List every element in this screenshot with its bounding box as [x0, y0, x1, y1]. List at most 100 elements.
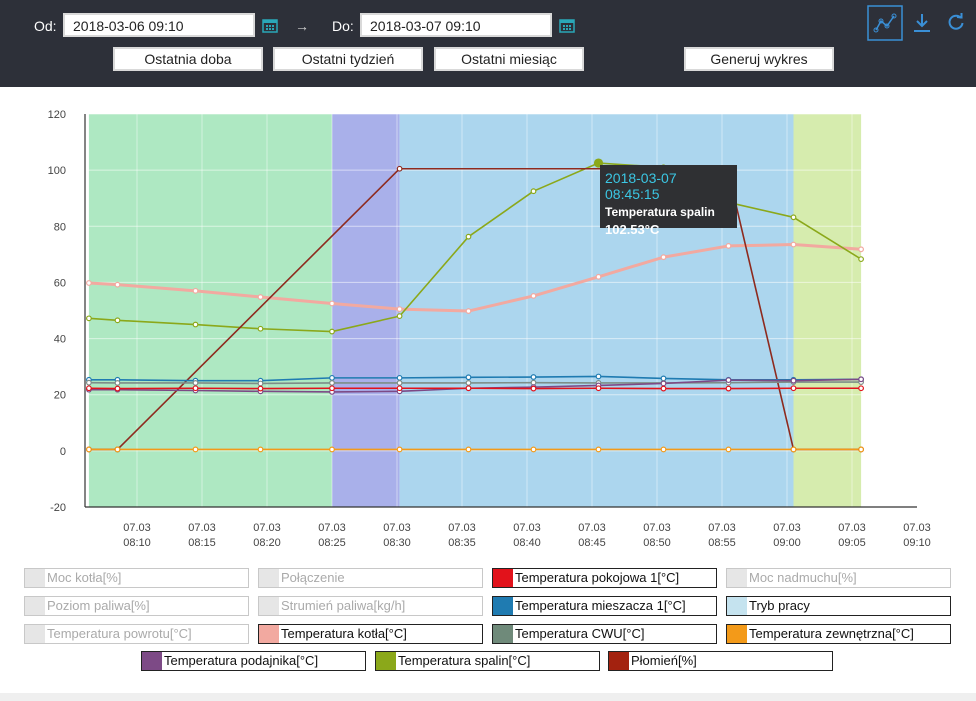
- series-point: [329, 328, 335, 335]
- legend-item[interactable]: Temperatura kotła[°C]: [258, 624, 483, 644]
- x-tick-label: 07.03: [903, 522, 931, 534]
- calendar-icon[interactable]: [262, 17, 278, 33]
- series-point: [790, 214, 797, 221]
- last-day-button[interactable]: Ostatnia doba: [113, 47, 263, 71]
- series-point: [465, 233, 472, 240]
- legend-label: Poziom paliwa[%]: [47, 598, 150, 613]
- y-tick-label: 80: [54, 221, 66, 233]
- legend-item[interactable]: Temperatura CWU[°C]: [492, 624, 717, 644]
- series-point: [257, 385, 264, 392]
- legend-item[interactable]: Temperatura pokojowa 1[°C]: [492, 568, 717, 588]
- refresh-icon[interactable]: [946, 12, 966, 32]
- last-month-button[interactable]: Ostatni miesiąc: [434, 47, 584, 71]
- series-point: [257, 325, 264, 332]
- footer-strip: [0, 693, 976, 701]
- series-point: [85, 379, 92, 386]
- legend-item[interactable]: Strumień paliwa[kg/h]: [258, 596, 483, 616]
- from-datetime-input[interactable]: 2018-03-06 09:10: [63, 13, 255, 37]
- legend-label: Temperatura powrotu[°C]: [47, 626, 192, 641]
- series-point: [465, 385, 472, 392]
- series-point: [85, 446, 92, 453]
- arrow-icon: →: [295, 18, 309, 34]
- mode-band: [793, 114, 862, 507]
- legend-label: Strumień paliwa[kg/h]: [281, 598, 406, 613]
- legend-item[interactable]: Poziom paliwa[%]: [24, 596, 249, 616]
- series-point: [396, 306, 403, 312]
- series-point: [725, 385, 732, 392]
- legend-label: Temperatura mieszacza 1[°C]: [515, 598, 686, 613]
- y-tick-label: 60: [54, 277, 66, 289]
- series-point: [114, 380, 121, 386]
- series-line: [88, 381, 862, 385]
- to-datetime-input[interactable]: 2018-03-07 09:10: [360, 13, 552, 37]
- y-tick-label: 0: [60, 446, 66, 458]
- x-tick-label: 08:15: [188, 537, 216, 549]
- x-tick-label: 07.03: [253, 522, 281, 534]
- series-point: [595, 446, 602, 453]
- series-point: [660, 446, 667, 453]
- legend-item[interactable]: Moc kotła[%]: [24, 568, 249, 588]
- series-point: [114, 446, 121, 453]
- x-tick-label: 07.03: [578, 522, 606, 534]
- legend-swatch: [727, 569, 747, 587]
- series-point: [725, 243, 732, 249]
- x-tick-label: 08:55: [708, 537, 736, 549]
- legend-label: Temperatura podajnika[°C]: [164, 653, 319, 668]
- chart-svg: -20 0 20 40 60 80 100 120 07.03 08:10 07.03 08:15 07…: [48, 109, 931, 549]
- legend-label: Moc nadmuchu[%]: [749, 570, 857, 585]
- series-point: [595, 373, 602, 380]
- legend-item[interactable]: Temperatura powrotu[°C]: [24, 624, 249, 644]
- x-tick-label: 07.03: [708, 522, 736, 534]
- last-week-button[interactable]: Ostatni tydzień: [273, 47, 423, 71]
- legend-item[interactable]: Temperatura spalin[°C]: [375, 651, 600, 671]
- series-point: [858, 256, 864, 263]
- chart-line-icon[interactable]: [867, 5, 903, 41]
- calendar-icon[interactable]: [559, 17, 575, 33]
- legend-label: Temperatura CWU[°C]: [515, 626, 645, 641]
- series-point: [114, 317, 121, 324]
- y-tick-label: 40: [54, 334, 66, 346]
- series-point: [257, 446, 264, 453]
- legend-label: Moc kotła[%]: [47, 570, 122, 585]
- series-point: [530, 293, 537, 299]
- legend-swatch: [727, 597, 747, 615]
- legend-item[interactable]: Tryb pracy: [726, 596, 951, 616]
- legend-item[interactable]: Temperatura mieszacza 1[°C]: [492, 596, 717, 616]
- x-tick-label: 07.03: [123, 522, 151, 534]
- series-point: [396, 374, 403, 381]
- series-point: [396, 165, 403, 172]
- mode-band: [332, 114, 400, 507]
- x-tick-label: 07.03: [188, 522, 216, 534]
- series-point: [85, 315, 92, 322]
- legend-item[interactable]: Połączenie: [258, 568, 483, 588]
- x-tick-label: 08:50: [643, 537, 671, 549]
- tooltip-time: 2018-03-07 08:45:15: [605, 170, 677, 202]
- x-tick-label: 08:45: [578, 537, 606, 549]
- legend-swatch: [25, 625, 45, 643]
- x-tick-label: 07.03: [383, 522, 411, 534]
- x-tick-label: 07.03: [318, 522, 346, 534]
- generate-chart-button[interactable]: Generuj wykres: [684, 47, 834, 71]
- legend-label: Płomień[%]: [631, 653, 697, 668]
- legend-item[interactable]: Moc nadmuchu[%]: [726, 568, 951, 588]
- legend-swatch: [493, 597, 513, 615]
- series-point: [329, 385, 335, 392]
- legend-swatch: [493, 569, 513, 587]
- series-point: [858, 376, 864, 383]
- x-tick-label: 07.03: [643, 522, 671, 534]
- series-point: [329, 446, 335, 453]
- download-icon[interactable]: [912, 12, 932, 34]
- x-tick-label: 07.03: [448, 522, 476, 534]
- legend-item[interactable]: Temperatura podajnika[°C]: [141, 651, 366, 671]
- series-point: [465, 308, 472, 314]
- legend-item[interactable]: Temperatura zewnętrzna[°C]: [726, 624, 951, 644]
- y-tick-label: 20: [54, 390, 66, 402]
- x-tick-label: 08:40: [513, 537, 541, 549]
- series-point: [790, 241, 797, 248]
- legend-swatch: [609, 652, 629, 670]
- legend-swatch: [259, 597, 279, 615]
- legend-item[interactable]: Płomień[%]: [608, 651, 833, 671]
- legend-swatch: [259, 569, 279, 587]
- series-point: [85, 280, 92, 286]
- series-point: [790, 446, 797, 453]
